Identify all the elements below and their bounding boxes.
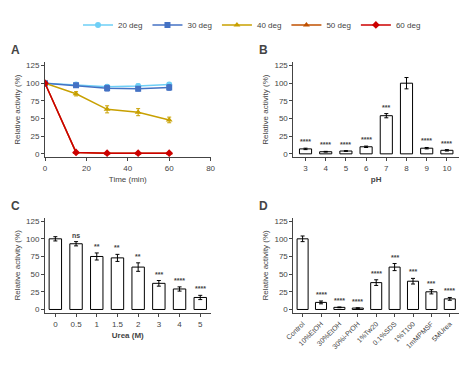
svg-text:0.1%SDS: 0.1%SDS <box>371 320 398 347</box>
svg-text:20: 20 <box>82 164 91 173</box>
svg-text:25: 25 <box>30 132 39 141</box>
svg-text:****: **** <box>371 270 382 277</box>
svg-text:10: 10 <box>442 164 451 173</box>
svg-text:75: 75 <box>30 252 39 261</box>
svg-text:Relative activity (%): Relative activity (%) <box>261 230 270 301</box>
svg-text:****: **** <box>316 291 327 298</box>
svg-text:**: ** <box>114 244 120 251</box>
svg-text:****: **** <box>320 141 331 148</box>
svg-text:4: 4 <box>177 320 182 329</box>
svg-text:50: 50 <box>30 270 39 279</box>
svg-text:50: 50 <box>30 114 39 123</box>
svg-text:1: 1 <box>95 320 100 329</box>
svg-text:***: *** <box>427 280 435 287</box>
svg-text:50: 50 <box>279 270 288 279</box>
svg-text:30%i-PrOH: 30%i-PrOH <box>331 320 361 350</box>
svg-text:125: 125 <box>26 217 40 226</box>
svg-text:125: 125 <box>274 61 288 70</box>
svg-text:100: 100 <box>26 79 40 88</box>
svg-text:125: 125 <box>274 217 288 226</box>
svg-text:***: *** <box>409 268 417 275</box>
svg-text:60: 60 <box>165 164 174 173</box>
svg-text:Urea (M): Urea (M) <box>112 331 144 340</box>
svg-text:8: 8 <box>404 164 409 173</box>
svg-text:***: *** <box>155 271 163 278</box>
svg-text:75: 75 <box>279 97 288 106</box>
svg-text:40 deg: 40 deg <box>257 21 281 30</box>
svg-text:80: 80 <box>206 164 215 173</box>
svg-text:C: C <box>11 199 20 213</box>
svg-text:ns: ns <box>72 232 80 239</box>
svg-text:50 deg: 50 deg <box>326 21 350 30</box>
svg-text:2: 2 <box>136 320 141 329</box>
svg-text:Relative activity (%): Relative activity (%) <box>13 74 22 145</box>
svg-text:**: ** <box>94 243 100 250</box>
svg-text:****: **** <box>334 297 345 304</box>
svg-text:Time (min): Time (min) <box>109 175 147 184</box>
svg-text:30%EtOH: 30%EtOH <box>316 320 343 347</box>
svg-text:****: **** <box>195 285 206 292</box>
svg-text:3: 3 <box>157 320 162 329</box>
svg-text:7: 7 <box>384 164 389 173</box>
svg-text:9: 9 <box>424 164 429 173</box>
svg-text:****: **** <box>352 298 363 305</box>
svg-text:0: 0 <box>283 305 288 314</box>
svg-text:40: 40 <box>123 164 132 173</box>
svg-text:20 deg: 20 deg <box>118 21 142 30</box>
svg-text:5MUrea: 5MUrea <box>430 320 453 343</box>
svg-text:0: 0 <box>35 150 40 159</box>
svg-text:***: *** <box>382 104 390 111</box>
svg-text:1.5: 1.5 <box>112 320 124 329</box>
svg-text:25: 25 <box>30 288 39 297</box>
svg-text:100: 100 <box>274 79 288 88</box>
svg-text:75: 75 <box>279 252 288 261</box>
svg-text:25: 25 <box>279 132 288 141</box>
svg-text:1%T100: 1%T100 <box>393 320 416 343</box>
svg-text:100: 100 <box>274 235 288 244</box>
svg-text:0: 0 <box>35 305 40 314</box>
svg-text:0.5: 0.5 <box>70 320 82 329</box>
svg-text:Relative activity (%): Relative activity (%) <box>13 230 22 301</box>
svg-text:3: 3 <box>303 164 308 173</box>
svg-text:10%EtOH: 10%EtOH <box>297 320 324 347</box>
svg-text:Control: Control <box>285 320 306 341</box>
svg-text:30 deg: 30 deg <box>187 21 211 30</box>
svg-text:****: **** <box>421 137 432 144</box>
svg-text:60 deg: 60 deg <box>396 21 420 30</box>
svg-text:75: 75 <box>30 97 39 106</box>
svg-text:0: 0 <box>53 320 58 329</box>
svg-text:****: **** <box>444 287 455 294</box>
svg-text:****: **** <box>174 277 185 284</box>
svg-text:0: 0 <box>43 164 48 173</box>
svg-text:****: **** <box>441 140 452 147</box>
svg-text:pH: pH <box>371 175 382 184</box>
svg-text:**: ** <box>135 253 141 260</box>
svg-text:0: 0 <box>283 150 288 159</box>
svg-text:A: A <box>11 43 20 57</box>
svg-text:****: **** <box>361 136 372 143</box>
svg-text:5: 5 <box>344 164 349 173</box>
svg-text:100: 100 <box>26 235 40 244</box>
svg-text:50: 50 <box>279 114 288 123</box>
svg-text:****: **** <box>300 138 311 145</box>
svg-text:125: 125 <box>26 61 40 70</box>
svg-text:1%Tw20: 1%Tw20 <box>355 320 379 344</box>
svg-text:5: 5 <box>198 320 203 329</box>
svg-text:4: 4 <box>323 164 328 173</box>
svg-text:1mMPMSF: 1mMPMSF <box>405 320 435 350</box>
svg-text:D: D <box>259 199 268 213</box>
svg-text:Relative activity (%): Relative activity (%) <box>261 74 270 145</box>
svg-text:***: *** <box>391 254 399 261</box>
svg-text:B: B <box>259 43 268 57</box>
svg-text:****: **** <box>340 141 351 148</box>
svg-text:6: 6 <box>364 164 369 173</box>
svg-text:25: 25 <box>279 288 288 297</box>
